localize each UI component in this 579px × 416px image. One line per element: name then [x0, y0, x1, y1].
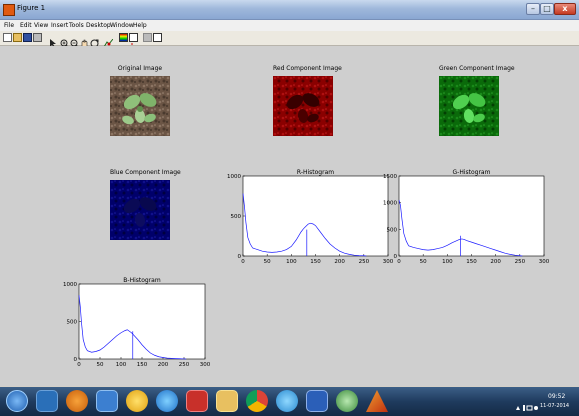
- menu-edit[interactable]: Edit: [20, 22, 32, 29]
- start-orb-icon[interactable]: [6, 390, 28, 412]
- y-tick-label: 500: [67, 320, 78, 326]
- original-image-title: Original Image: [117, 65, 163, 72]
- x-tick-label: 50: [97, 362, 104, 368]
- x-tick-label: 100: [442, 259, 453, 265]
- x-tick-label: 200: [490, 259, 501, 265]
- matlab-figure-icon: [3, 4, 15, 16]
- x-tick-label: 50: [264, 259, 271, 265]
- x-tick-label: 50: [420, 259, 427, 265]
- insert-legend-icon[interactable]: [129, 33, 138, 48]
- x-tick-label: 300: [383, 259, 394, 265]
- show-plot-tools-icon[interactable]: [153, 33, 162, 42]
- insert-colorbar-icon[interactable]: [119, 33, 128, 42]
- open-file-icon[interactable]: [13, 33, 22, 42]
- hide-plot-tools-icon[interactable]: [143, 33, 152, 42]
- b-histogram-chart: B-Histogram 0 50 100 150 200 250 300 0 500 1000: [63, 277, 211, 368]
- x-tick-label: 0: [241, 259, 245, 265]
- chart-title: G-Histogram: [453, 169, 491, 176]
- menu-desktop[interactable]: Desktop: [86, 22, 111, 29]
- maximize-button[interactable]: □: [540, 3, 554, 15]
- menu-view[interactable]: View: [34, 22, 49, 29]
- window-titlebar[interactable]: Figure 1 – □ x: [0, 0, 579, 20]
- histogram-line: [398, 199, 523, 257]
- x-tick-label: 200: [334, 259, 345, 265]
- menu-insert[interactable]: Insert: [51, 22, 69, 29]
- network-icon[interactable]: [336, 390, 358, 412]
- blue-component-title: Blue Component Image: [110, 169, 181, 176]
- menu-tools[interactable]: Tools: [69, 22, 84, 29]
- menu-help[interactable]: Help: [133, 22, 147, 29]
- y-tick-label: 0: [394, 254, 398, 260]
- y-tick-label: 1000: [227, 174, 241, 180]
- x-tick-label: 250: [359, 259, 370, 265]
- green-component-image: [439, 76, 499, 136]
- x-tick-label: 300: [200, 362, 211, 368]
- pdf-reader-icon[interactable]: [186, 390, 208, 412]
- x-tick-label: 250: [179, 362, 190, 368]
- y-tick-label: 1500: [383, 174, 397, 180]
- green-component-title: Green Component Image: [439, 65, 515, 72]
- edit-plot-arrow-icon[interactable]: [49, 33, 58, 48]
- x-tick-label: 200: [158, 362, 169, 368]
- x-tick-label: 150: [137, 362, 148, 368]
- x-tick-label: 150: [466, 259, 477, 265]
- blue-component-image: [110, 180, 170, 240]
- file-manager-icon[interactable]: [36, 390, 58, 412]
- x-tick-label: 100: [116, 362, 127, 368]
- window-title: Figure 1: [17, 4, 46, 12]
- system-tray-icons[interactable]: [515, 397, 539, 411]
- y-tick-label: 1000: [63, 282, 77, 288]
- media-player-icon[interactable]: [66, 390, 88, 412]
- rotate-3d-icon[interactable]: [90, 33, 99, 48]
- menu-bar: File Edit View Insert Tools Desktop Wind…: [0, 20, 579, 31]
- x-tick-label: 0: [77, 362, 81, 368]
- x-tick-label: 300: [539, 259, 550, 265]
- minimize-button[interactable]: –: [526, 3, 540, 15]
- menu-file[interactable]: File: [4, 22, 15, 29]
- original-image: [110, 76, 170, 136]
- clock-time[interactable]: 09:52: [548, 393, 566, 400]
- plot-area: [242, 175, 389, 257]
- zoom-in-icon[interactable]: [60, 33, 70, 49]
- zoom-out-icon[interactable]: [70, 33, 80, 49]
- data-cursor-icon[interactable]: [103, 33, 114, 48]
- document-app-icon[interactable]: [96, 390, 118, 412]
- y-tick-label: 500: [387, 227, 398, 233]
- print-icon[interactable]: [33, 33, 42, 42]
- chrome-icon[interactable]: [246, 390, 268, 412]
- internet-explorer-icon[interactable]: [156, 390, 178, 412]
- clock-date[interactable]: 11-07-2014: [540, 403, 570, 409]
- y-tick-label: 500: [231, 214, 242, 220]
- red-component-title: Red Component Image: [273, 65, 342, 72]
- y-tick-label: 1000: [383, 201, 397, 207]
- chart-title: R-Histogram: [297, 169, 334, 176]
- menu-window[interactable]: Window: [110, 22, 134, 29]
- save-icon[interactable]: [23, 33, 32, 42]
- x-tick-label: 250: [515, 259, 526, 265]
- histogram-line: [242, 193, 367, 257]
- matlab-icon[interactable]: [366, 390, 388, 412]
- taskbar: 09:52 11-07-2014: [0, 387, 579, 416]
- y-tick-label: 0: [238, 254, 242, 260]
- close-button[interactable]: x: [554, 3, 576, 15]
- plot-area: [398, 175, 545, 257]
- word-icon[interactable]: [306, 390, 328, 412]
- chart-title: B-Histogram: [123, 277, 161, 284]
- folder-icon[interactable]: [216, 390, 238, 412]
- x-tick-label: 0: [397, 259, 401, 265]
- pan-hand-icon[interactable]: [80, 33, 89, 48]
- plot-area: [78, 283, 206, 360]
- figure-toolbar: [0, 31, 579, 49]
- histogram-line: [78, 295, 187, 360]
- browser-icon[interactable]: [276, 390, 298, 412]
- new-figure-icon[interactable]: [3, 33, 12, 42]
- figure-canvas: Original Image Red Component Image: [0, 46, 579, 386]
- x-tick-label: 100: [286, 259, 297, 265]
- red-component-image: [273, 76, 333, 136]
- y-tick-label: 0: [74, 357, 78, 363]
- x-tick-label: 150: [310, 259, 321, 265]
- r-histogram-chart: R-Histogram 0 50 100 150 200 250 300 0 500 1000: [227, 169, 394, 265]
- messenger-icon[interactable]: [126, 390, 148, 412]
